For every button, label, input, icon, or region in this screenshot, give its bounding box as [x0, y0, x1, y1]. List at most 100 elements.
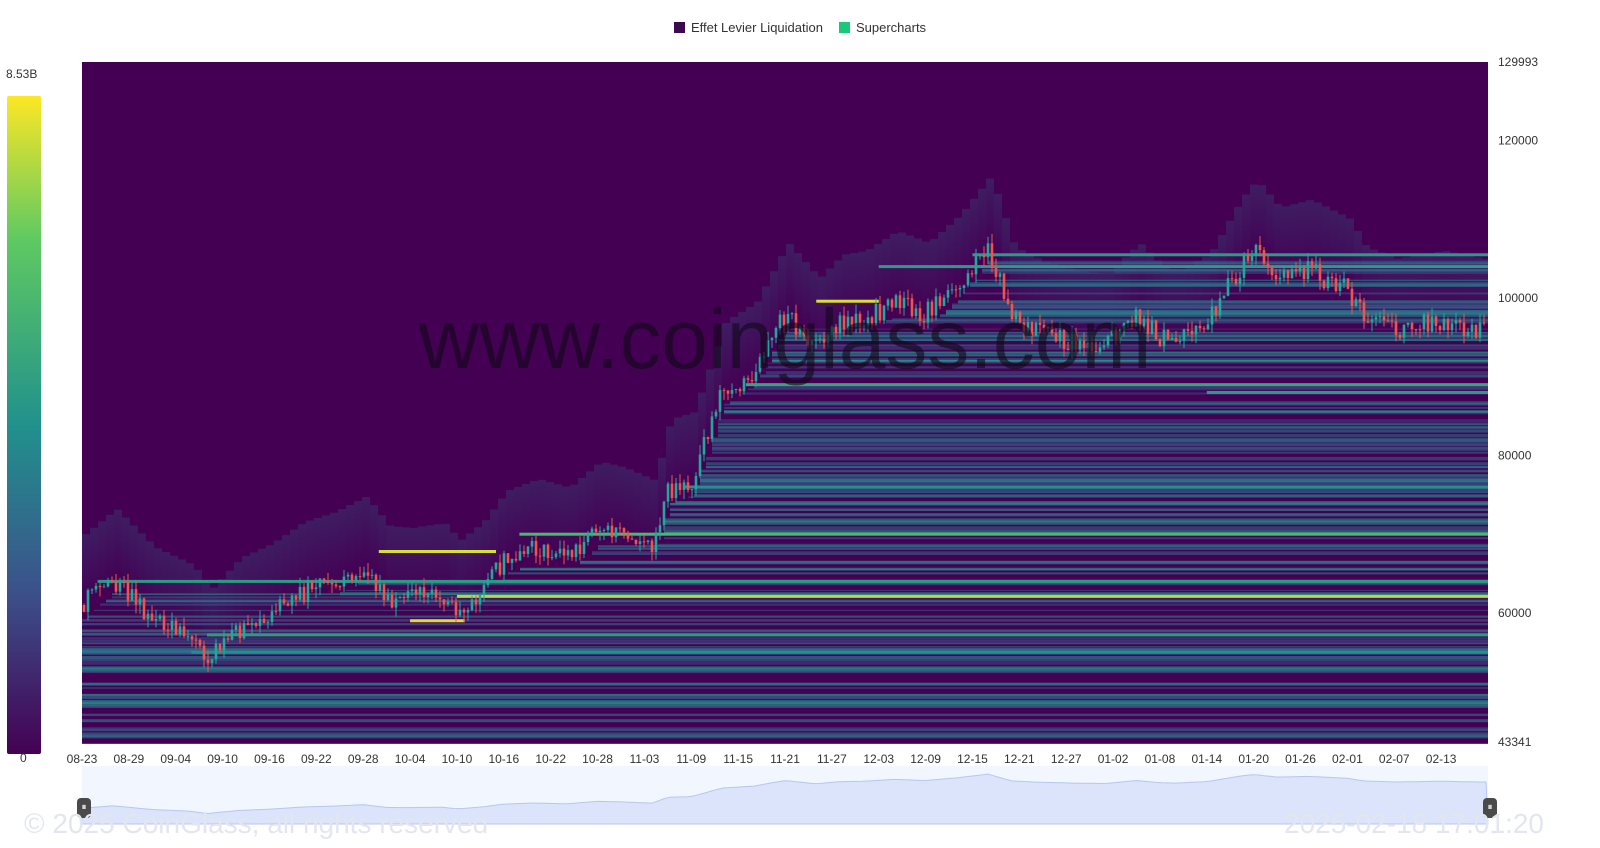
heat-haze	[882, 238, 890, 310]
heat-band	[700, 469, 1488, 473]
heat-band	[712, 441, 1488, 445]
heat-haze	[1010, 242, 1018, 314]
legend-item-supercharts[interactable]: Supercharts	[838, 20, 926, 35]
candle-down	[1310, 261, 1314, 269]
heat-haze	[250, 552, 258, 624]
candle-up	[222, 638, 226, 651]
candle-down	[650, 540, 654, 552]
candle-down	[610, 525, 614, 538]
candle-down	[626, 532, 630, 539]
liquidation-level	[972, 253, 1488, 257]
x-tick-label: 02-13	[1426, 752, 1457, 766]
heat-haze	[506, 490, 514, 561]
candle-up	[1106, 335, 1110, 346]
heat-band	[82, 704, 1488, 708]
candle-down	[1090, 342, 1094, 352]
candle-down	[402, 597, 406, 599]
candle-down	[374, 574, 378, 591]
navigator-right-handle[interactable]: ⏸	[1483, 798, 1497, 818]
candle-up	[978, 255, 982, 257]
candle-down	[570, 550, 574, 558]
candle-up	[902, 297, 906, 309]
candle-up	[718, 390, 722, 412]
candle-down	[1446, 318, 1450, 331]
heat-haze	[138, 533, 146, 605]
heat-haze	[1450, 252, 1458, 324]
candle-down	[982, 255, 986, 258]
candle-down	[970, 273, 974, 275]
candle-up	[818, 338, 822, 340]
candle-up	[258, 618, 262, 626]
candle-up	[1134, 309, 1138, 327]
candle-down	[1258, 244, 1262, 251]
candle-up	[346, 574, 350, 577]
candle-down	[1002, 273, 1006, 299]
x-tick-label: 11-21	[770, 752, 800, 766]
heat-band	[82, 743, 1488, 744]
range-navigator[interactable]	[81, 766, 1489, 825]
heat-band	[700, 479, 1488, 482]
candle-down	[1186, 329, 1190, 331]
candle-up	[582, 541, 586, 554]
heat-haze	[330, 512, 338, 584]
candle-up	[1226, 278, 1230, 296]
legend-label-liquidation: Effet Levier Liquidation	[690, 20, 823, 35]
candle-up	[494, 562, 498, 570]
candle-down	[1286, 270, 1290, 279]
candle-down	[1358, 299, 1362, 303]
heat-haze	[1194, 261, 1202, 333]
heat-haze	[946, 224, 954, 296]
navigator-left-handle[interactable]: ⏸	[77, 798, 91, 818]
x-tick-label: 12-27	[1051, 752, 1082, 766]
candle-up	[306, 581, 310, 603]
legend-item-liquidation[interactable]: Effet Levier Liquidation	[673, 20, 823, 35]
heat-haze	[98, 521, 106, 593]
candle-up	[826, 335, 830, 343]
candle-up	[1046, 327, 1050, 329]
x-tick-label: 01-20	[1238, 752, 1269, 766]
liquidation-level	[191, 650, 1488, 654]
heat-haze	[650, 479, 658, 551]
candle-up	[1122, 323, 1126, 330]
heat-band	[718, 422, 1488, 425]
x-tick-label: 02-07	[1379, 752, 1410, 766]
x-tick-label: 11-15	[723, 752, 753, 766]
candle-down	[1074, 333, 1078, 350]
candle-up	[894, 295, 898, 308]
heat-haze	[1122, 257, 1130, 329]
candle-down	[202, 645, 206, 660]
heat-haze	[450, 532, 458, 604]
candle-down	[238, 625, 242, 639]
candle-up	[814, 339, 818, 341]
candle-down	[806, 335, 810, 346]
candle-down	[198, 639, 202, 646]
candle-down	[122, 581, 126, 583]
heat-haze	[1058, 266, 1066, 338]
heat-haze	[482, 520, 490, 592]
heat-haze	[522, 484, 530, 555]
candle-up	[986, 243, 990, 258]
heat-haze	[1298, 202, 1306, 274]
heat-band	[694, 493, 1488, 496]
heat-band	[82, 657, 1488, 660]
heat-band	[712, 448, 1488, 451]
candle-down	[1054, 333, 1058, 342]
candle-up	[946, 290, 950, 298]
heat-haze	[986, 178, 994, 250]
candle-down	[746, 378, 750, 380]
heat-haze	[530, 480, 538, 552]
heat-haze	[834, 260, 842, 332]
candle-down	[414, 589, 418, 595]
heat-haze	[1426, 253, 1434, 325]
heat-haze	[1154, 260, 1162, 332]
heat-haze	[754, 301, 762, 373]
candle-up	[574, 544, 578, 558]
candle-down	[1042, 324, 1046, 329]
candle-down	[334, 584, 338, 587]
candle-up	[666, 483, 670, 502]
candle-up	[606, 525, 610, 531]
heat-band	[82, 667, 1488, 670]
heat-band	[82, 700, 1488, 702]
candle-down	[594, 528, 598, 533]
